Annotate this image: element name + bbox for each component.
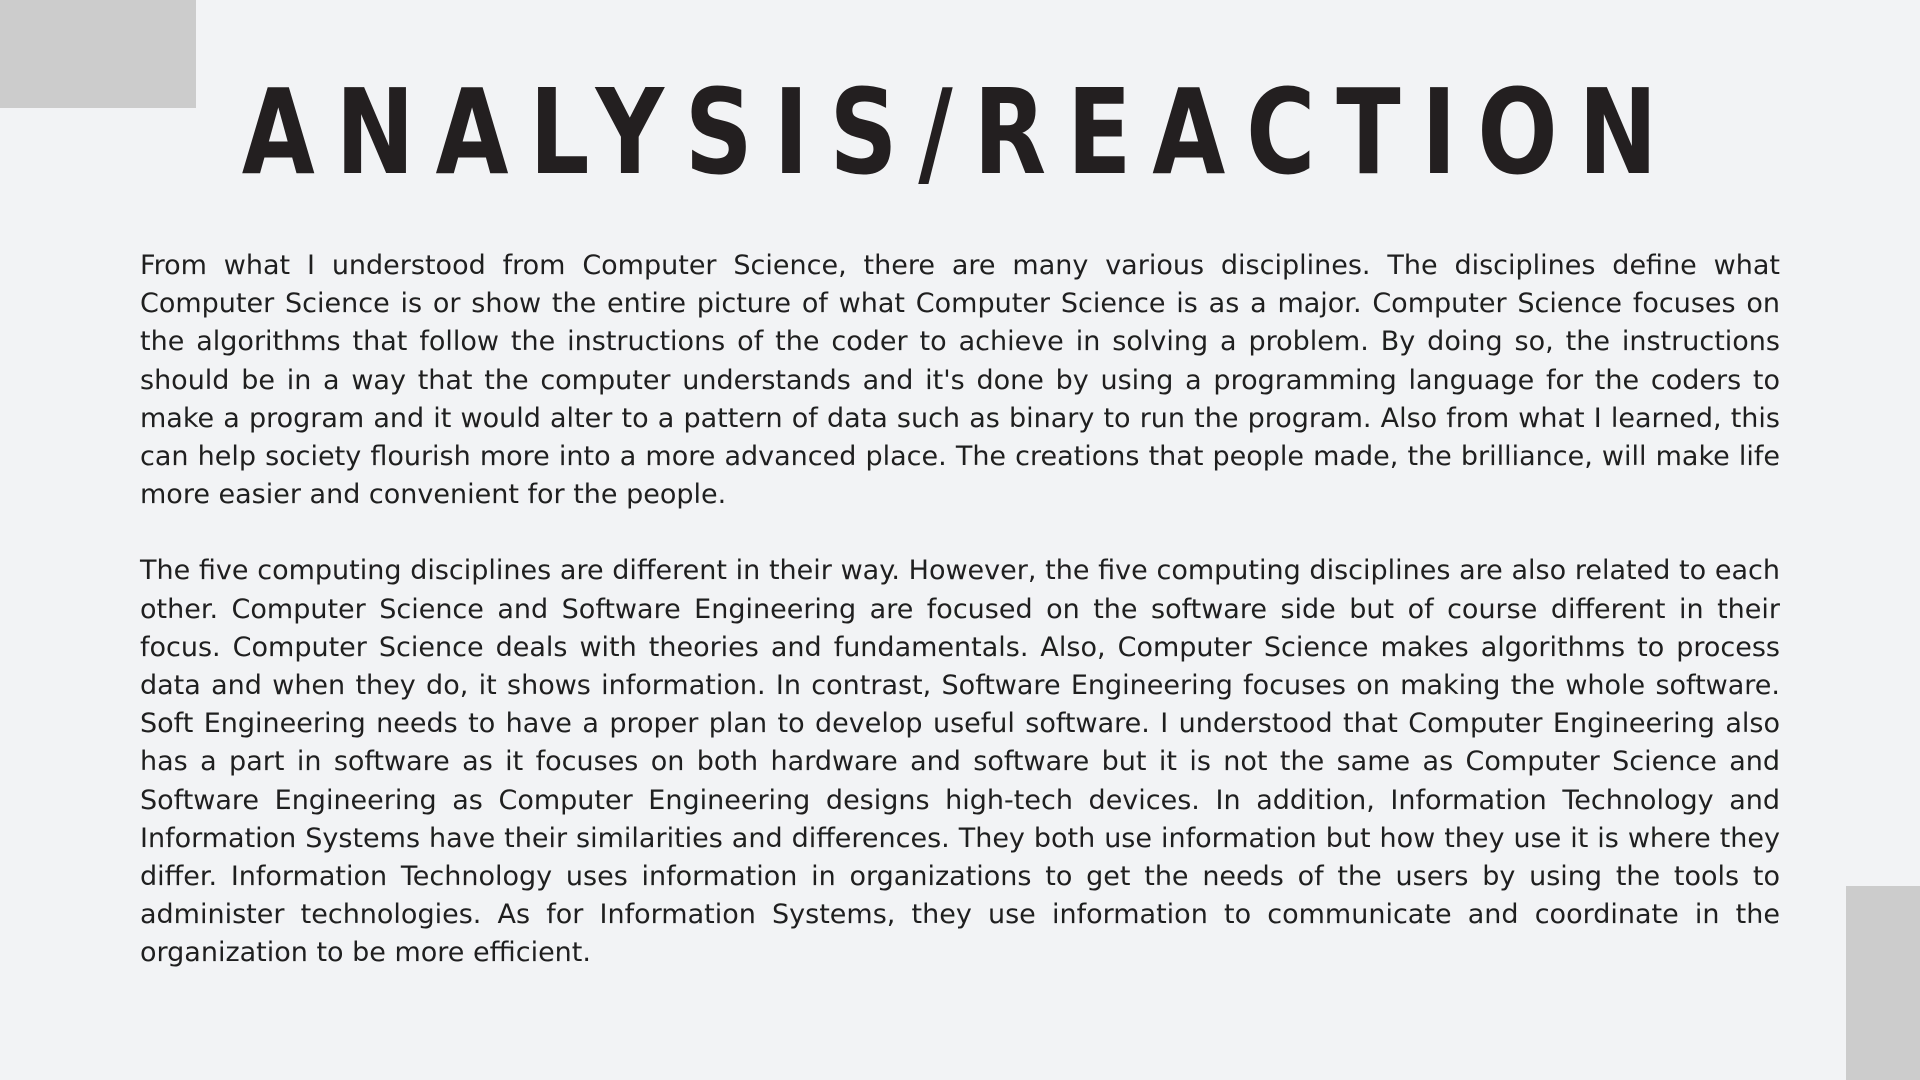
- body-paragraph-1: From what I understood from Computer Sci…: [140, 250, 1780, 511]
- slide-body: From what I understood from Computer Sci…: [140, 247, 1780, 1011]
- slide-title: ANALYSIS/REACTION: [241, 63, 1679, 201]
- decorative-corner-block-bottom-right: [1846, 886, 1920, 1080]
- decorative-corner-block-top-left: [0, 0, 196, 108]
- body-paragraph-2: The five computing disciplines are diffe…: [140, 555, 1780, 969]
